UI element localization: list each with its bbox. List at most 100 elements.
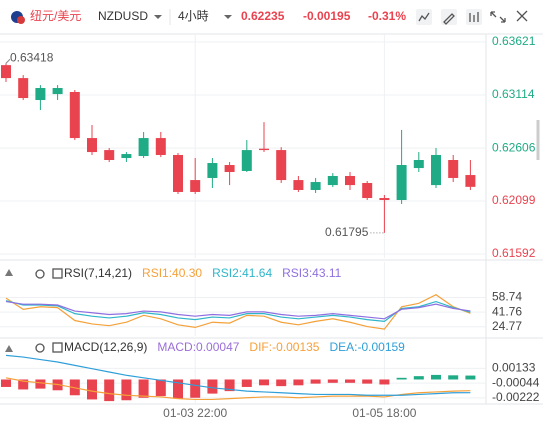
histogram-bar xyxy=(413,376,424,380)
histogram-bar xyxy=(104,379,115,402)
candle-body xyxy=(465,175,476,187)
candle-body xyxy=(345,175,355,186)
close-icon[interactable] xyxy=(516,10,528,22)
histogram-bar xyxy=(345,379,355,383)
histogram-bar xyxy=(207,379,218,394)
candle-body xyxy=(259,148,269,151)
toolbar xyxy=(416,9,528,25)
indicator-icon xyxy=(418,12,430,22)
checkbox-icon[interactable] xyxy=(52,342,63,353)
candle-body xyxy=(448,160,459,178)
collapse-icon[interactable] xyxy=(5,269,13,276)
x-tick-label: 01-05 18:00 xyxy=(352,406,416,420)
annotation-leader xyxy=(5,58,11,64)
candle-body xyxy=(121,154,132,159)
histogram-bar xyxy=(87,379,97,400)
candle-body xyxy=(276,150,287,181)
collapse-icon[interactable] xyxy=(5,345,13,352)
interval[interactable]: 4小時 xyxy=(178,9,209,23)
histogram-bar xyxy=(190,379,201,398)
indicator-line xyxy=(5,300,471,320)
histogram-bar xyxy=(293,379,304,386)
histogram-bar xyxy=(241,379,252,387)
indicator-line xyxy=(5,300,471,322)
candle-body xyxy=(396,165,407,201)
dropdown-caret[interactable] xyxy=(224,15,232,19)
histogram-bar xyxy=(362,379,373,384)
y-tick-label: 0.62606 xyxy=(492,140,536,154)
y-tick-label: 41.76 xyxy=(492,304,522,318)
y-tick-label: -0.00044 xyxy=(492,375,540,389)
legend-entry: RSI1:40.30 xyxy=(142,266,202,280)
settings-icon[interactable] xyxy=(35,269,45,279)
y-tick-label: 0.61592 xyxy=(492,246,536,260)
candle-body xyxy=(18,78,29,99)
histogram-bar xyxy=(173,379,183,399)
flag-icon xyxy=(17,16,25,24)
candle-body xyxy=(413,160,424,169)
pair-name[interactable]: 纽元/美元 xyxy=(30,9,81,23)
panel-title: MACD(12,26,9) xyxy=(64,340,147,354)
rsi-header: RSI(7,14,21) xyxy=(5,266,132,280)
dropdown-caret[interactable] xyxy=(154,15,162,19)
header: 纽元/美元 NZDUSD 4小時 0.62235 -0.00195 -0.31% xyxy=(11,9,528,25)
settings-icon[interactable] xyxy=(35,343,45,353)
indicator-button[interactable] xyxy=(416,9,432,25)
draw-icon xyxy=(443,13,455,25)
checkbox-icon[interactable] xyxy=(52,268,63,279)
fullscreen-icon[interactable] xyxy=(490,11,506,23)
histogram-bar xyxy=(121,379,132,401)
histogram-bar xyxy=(310,379,321,384)
y-tick-label: 0.63621 xyxy=(492,34,536,48)
candle-body xyxy=(35,88,46,101)
y-tick-label: 24.77 xyxy=(492,319,522,333)
histogram-bar xyxy=(448,375,459,380)
histogram-bar xyxy=(224,379,235,392)
candle-body xyxy=(1,65,11,79)
legend-entry: DEA:-0.00159 xyxy=(329,340,405,354)
histogram-bar xyxy=(327,379,338,383)
y-tick-label: 0.00133 xyxy=(492,361,536,375)
indicator-line xyxy=(5,294,471,330)
candle-body xyxy=(362,182,373,199)
histogram-bar xyxy=(396,377,407,380)
y-tick-label: 0.62099 xyxy=(492,193,536,207)
histogram-bar xyxy=(431,374,441,380)
candle-body xyxy=(173,154,183,192)
histogram-bar xyxy=(155,379,166,397)
candle-body xyxy=(69,91,80,139)
legend-entry: MACD:0.00047 xyxy=(157,340,239,354)
candle-body xyxy=(293,180,304,190)
candle-body xyxy=(104,150,115,160)
histogram-bar xyxy=(259,379,269,386)
candle-body xyxy=(138,138,149,157)
change-pct: -0.31% xyxy=(368,9,406,23)
candle-body xyxy=(52,88,63,95)
change: -0.00195 xyxy=(303,9,351,23)
legend-entry: RSI2:41.64 xyxy=(212,266,272,280)
histogram-bar xyxy=(1,379,11,387)
candle-body xyxy=(241,150,252,171)
symbol[interactable]: NZDUSD xyxy=(98,9,148,23)
y-tick-label: -0.00222 xyxy=(492,390,540,404)
candle-body xyxy=(190,180,201,192)
y-tick-label: 0.63114 xyxy=(492,87,535,101)
histogram-bar xyxy=(276,379,287,387)
legend-entry: DIF:-0.00135 xyxy=(249,340,319,354)
candle-body xyxy=(379,198,390,201)
candle-body xyxy=(310,182,321,190)
candle-body xyxy=(87,138,97,153)
candle-body xyxy=(431,154,441,186)
price: 0.62235 xyxy=(241,9,285,23)
histogram-bar xyxy=(138,379,149,398)
y-tick-label: 58.74 xyxy=(492,290,522,304)
low-annotation: 0.61795 xyxy=(325,225,369,239)
histogram-bar xyxy=(18,379,29,390)
chart-type-icon xyxy=(469,12,479,22)
candle-body xyxy=(155,138,166,155)
plots: 01-03 22:00 01-05 18:00 0.63621 0.63114 0.62… xyxy=(0,34,540,420)
histogram-bar xyxy=(379,379,390,385)
candle-body xyxy=(327,175,338,186)
